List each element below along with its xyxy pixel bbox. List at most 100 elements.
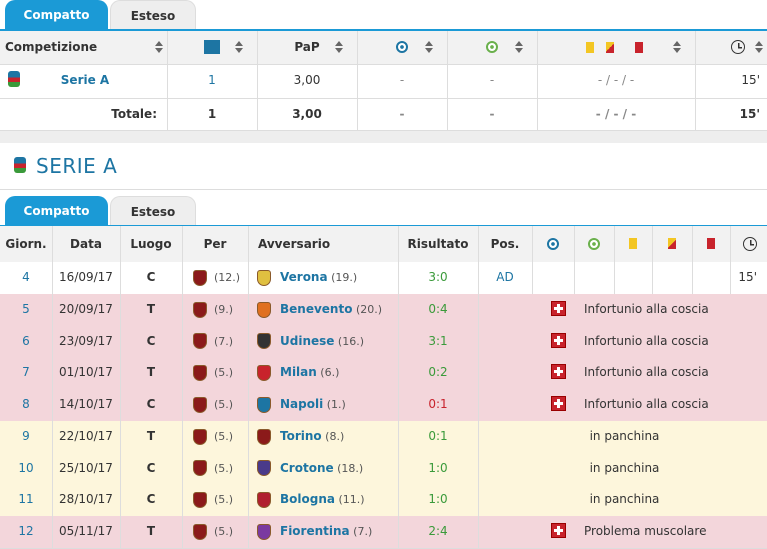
injury-icon [551, 300, 566, 316]
opponent-rank: (20.) [352, 302, 383, 316]
header-cell: Risultato [407, 237, 469, 251]
club-crest [193, 460, 207, 477]
cell-border [120, 293, 121, 326]
match-row [0, 262, 767, 294]
club-crest [257, 396, 271, 413]
cell-border [52, 262, 53, 294]
cell-border [120, 452, 121, 485]
cell-border [120, 389, 121, 421]
club-crest [193, 333, 207, 350]
cell-border [52, 516, 53, 548]
date: 01/10/17 [59, 365, 113, 380]
venue: C [146, 492, 156, 507]
cell-border [120, 262, 121, 294]
opponent[interactable]: Bologna (11.) [280, 492, 365, 507]
venue: C [146, 397, 156, 411]
absence-note: in panchina [589, 492, 660, 507]
opponent[interactable]: Verona (19.) [280, 270, 358, 284]
row-border [0, 130, 767, 131]
league-logo [8, 71, 20, 87]
cell-border [614, 262, 615, 294]
matchday: 6 [22, 333, 30, 348]
sort-icon[interactable] [755, 41, 763, 53]
result: 3:0 [428, 270, 448, 284]
absence-note: in panchina [589, 428, 660, 443]
opponent[interactable]: Crotone (18.) [280, 460, 364, 475]
cell-border [248, 389, 249, 421]
sort-icon[interactable] [515, 41, 523, 53]
date: 25/10/17 [59, 460, 113, 475]
team-rank: (12.) [214, 271, 241, 284]
cell-border [182, 452, 183, 485]
result: 0:1 [428, 428, 448, 443]
club-crest [257, 428, 271, 445]
club-crest [193, 492, 207, 509]
card-icon [629, 238, 637, 249]
cell-border [182, 293, 183, 326]
summary-cell: - [489, 73, 495, 87]
opponent-rank: (16.) [334, 334, 364, 348]
sort-icon[interactable] [155, 41, 163, 53]
summary-cell: - / - / - [597, 73, 635, 87]
header-cell: Per [203, 237, 227, 251]
ball-icon [396, 41, 408, 53]
tab[interactable]: Esteso [110, 0, 196, 30]
section-title: SERIE A [36, 154, 118, 178]
cell-border [120, 226, 121, 262]
summary-cell: - / - / - [595, 107, 637, 121]
opponent[interactable]: Milan (6.) [280, 365, 340, 380]
cell-border [398, 262, 399, 294]
tab[interactable]: Compatto [5, 0, 108, 30]
header-cell: Luogo [130, 237, 172, 251]
date: 20/09/17 [59, 301, 113, 316]
cell-border [614, 226, 615, 262]
cell-border [52, 389, 53, 421]
cell-border [478, 516, 479, 548]
cell-border [478, 452, 479, 485]
sort-icon[interactable] [673, 41, 681, 53]
cell-border [120, 516, 121, 548]
cell-border [652, 226, 653, 262]
sort-icon[interactable] [335, 41, 343, 53]
date: 28/10/17 [59, 492, 113, 507]
cell-border [398, 293, 399, 326]
club-crest [193, 428, 207, 445]
header-cell: Competizione [5, 40, 98, 54]
cell-border [447, 31, 448, 130]
opponent-rank: (1.) [323, 398, 346, 411]
cell-border [478, 293, 479, 326]
opponent[interactable]: Benevento (20.) [280, 301, 383, 316]
date: 23/09/17 [59, 333, 113, 348]
opponent[interactable]: Torino (8.) [280, 428, 345, 443]
cell-border [248, 420, 249, 453]
cell-border [52, 420, 53, 453]
team-rank: (5.) [214, 429, 234, 443]
opponent[interactable]: Udinese (16.) [280, 333, 364, 348]
cell-border [478, 389, 479, 421]
summary-cell: - [399, 107, 405, 121]
ball-icon [547, 238, 559, 250]
row-border [0, 98, 767, 99]
cell-border [398, 420, 399, 453]
match-row [0, 389, 767, 421]
match-row [0, 484, 767, 516]
absence-note: Problema muscolare [584, 524, 707, 538]
date: 16/09/17 [59, 270, 113, 284]
tab[interactable]: Compatto [5, 196, 108, 226]
cell-border [52, 357, 53, 389]
opponent[interactable]: Napoli (1.) [280, 397, 346, 411]
opponent[interactable]: Fiorentina (7.) [280, 524, 373, 538]
club-crest [257, 301, 271, 318]
cell-border [120, 420, 121, 453]
tab[interactable]: Esteso [110, 196, 196, 226]
opponent-rank: (19.) [327, 271, 358, 284]
club-crest [193, 396, 207, 413]
cell-border [248, 325, 249, 358]
cell-border [248, 293, 249, 326]
match-row [0, 325, 767, 358]
sort-icon[interactable] [425, 41, 433, 53]
sort-icon[interactable] [235, 41, 243, 53]
club-crest [193, 301, 207, 318]
summary-cell: 1 [208, 73, 216, 87]
cell-border [52, 293, 53, 326]
